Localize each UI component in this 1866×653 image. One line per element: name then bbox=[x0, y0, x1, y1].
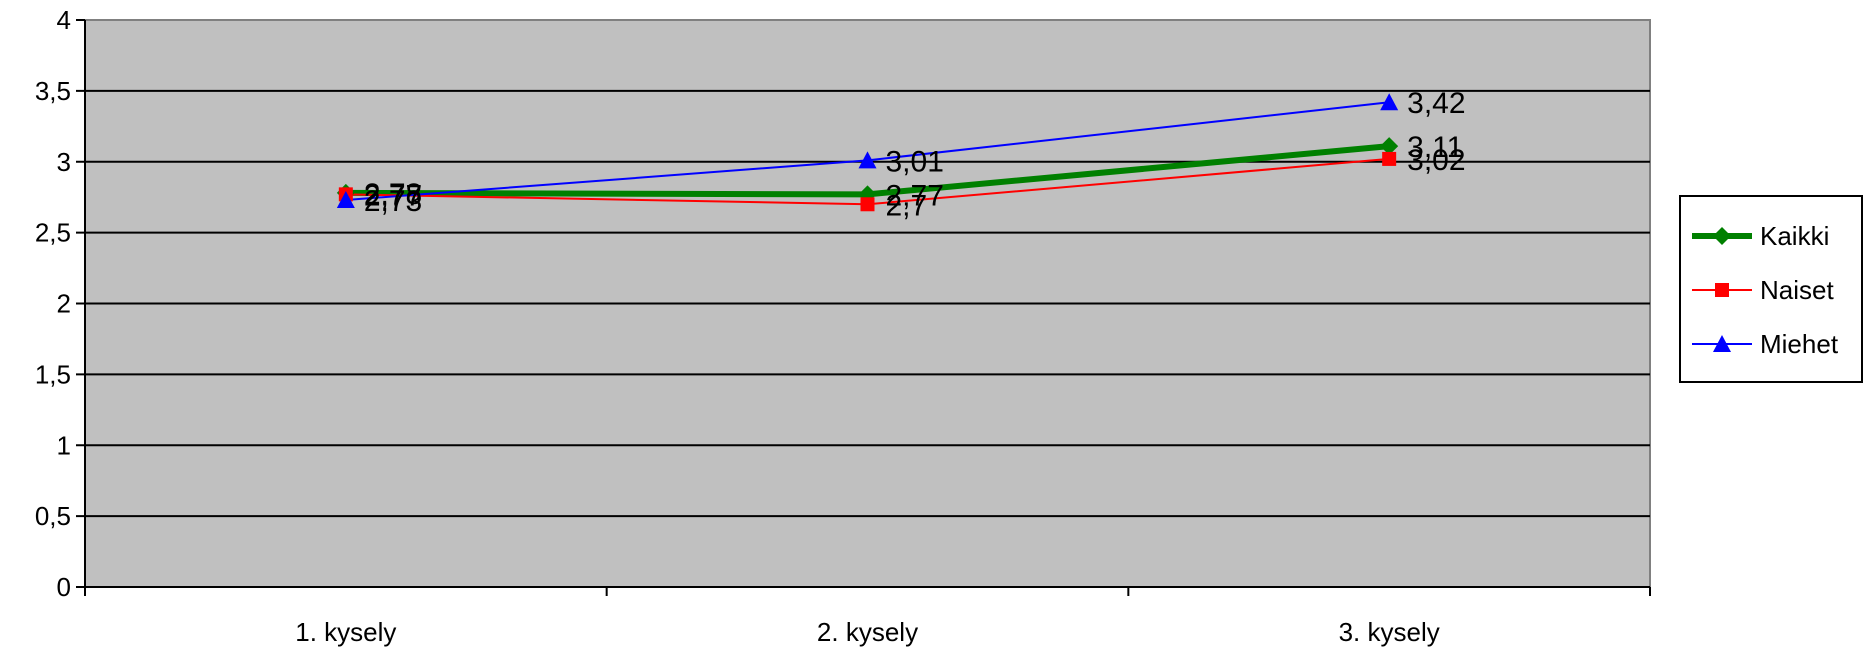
y-tick-label: 3 bbox=[57, 147, 71, 177]
data-label-miehet: 3,01 bbox=[886, 145, 944, 178]
y-axis-ticks: 0 0,5 1 1,5 2 2,5 3 3,5 4 bbox=[35, 5, 85, 602]
legend-marker-miehet bbox=[1713, 335, 1731, 352]
data-label-miehet: 2,73 bbox=[364, 185, 422, 218]
legend: Kaikki Naiset Miehet bbox=[1679, 195, 1863, 383]
data-point-miehet bbox=[336, 191, 355, 209]
x-tick-label: 3. kysely bbox=[1339, 617, 1440, 647]
data-label-kaikki: 2,78 bbox=[364, 178, 422, 211]
y-tick-label: 3,5 bbox=[35, 76, 71, 106]
data-point-kaikki bbox=[1380, 137, 1399, 156]
legend-label-miehet: Miehet bbox=[1760, 329, 1839, 359]
data-label-naiset: 3,02 bbox=[1407, 144, 1465, 177]
legend-marker-naiset bbox=[1715, 283, 1729, 297]
data-point-miehet bbox=[858, 151, 877, 169]
data-label-miehet: 3,42 bbox=[1407, 87, 1465, 120]
x-axis-ticks: 1. kysely 2. kysely 3. kysely bbox=[84, 587, 1651, 647]
data-label-naiset: 2,77 bbox=[364, 179, 422, 212]
data-label-kaikki: 3,11 bbox=[1407, 131, 1463, 164]
data-point-naiset bbox=[1382, 151, 1397, 166]
data-point-naiset bbox=[860, 197, 875, 212]
y-tick-label: 2 bbox=[57, 289, 71, 319]
legend-marker-kaikki bbox=[1713, 227, 1731, 245]
legend-label-kaikki: Kaikki bbox=[1760, 221, 1829, 251]
data-label-naiset: 2,7 bbox=[886, 189, 928, 222]
y-tick-label: 0 bbox=[57, 572, 71, 602]
data-label-kaikki: 2,77 bbox=[886, 179, 944, 212]
y-tick-label: 0,5 bbox=[35, 501, 71, 531]
x-tick-label: 1. kysely bbox=[295, 617, 396, 647]
x-tick-label: 2. kysely bbox=[817, 617, 918, 647]
data-point-miehet bbox=[1380, 93, 1399, 111]
y-tick-label: 2,5 bbox=[35, 218, 71, 248]
legend-label-naiset: Naiset bbox=[1760, 275, 1834, 305]
y-tick-label: 1,5 bbox=[35, 359, 71, 389]
y-tick-label: 1 bbox=[57, 430, 71, 460]
y-tick-label: 4 bbox=[57, 5, 71, 35]
series-markers bbox=[336, 93, 1399, 212]
data-labels: 2,78 2,773,112,77 2,73,022,733,013,42 bbox=[364, 87, 1466, 222]
